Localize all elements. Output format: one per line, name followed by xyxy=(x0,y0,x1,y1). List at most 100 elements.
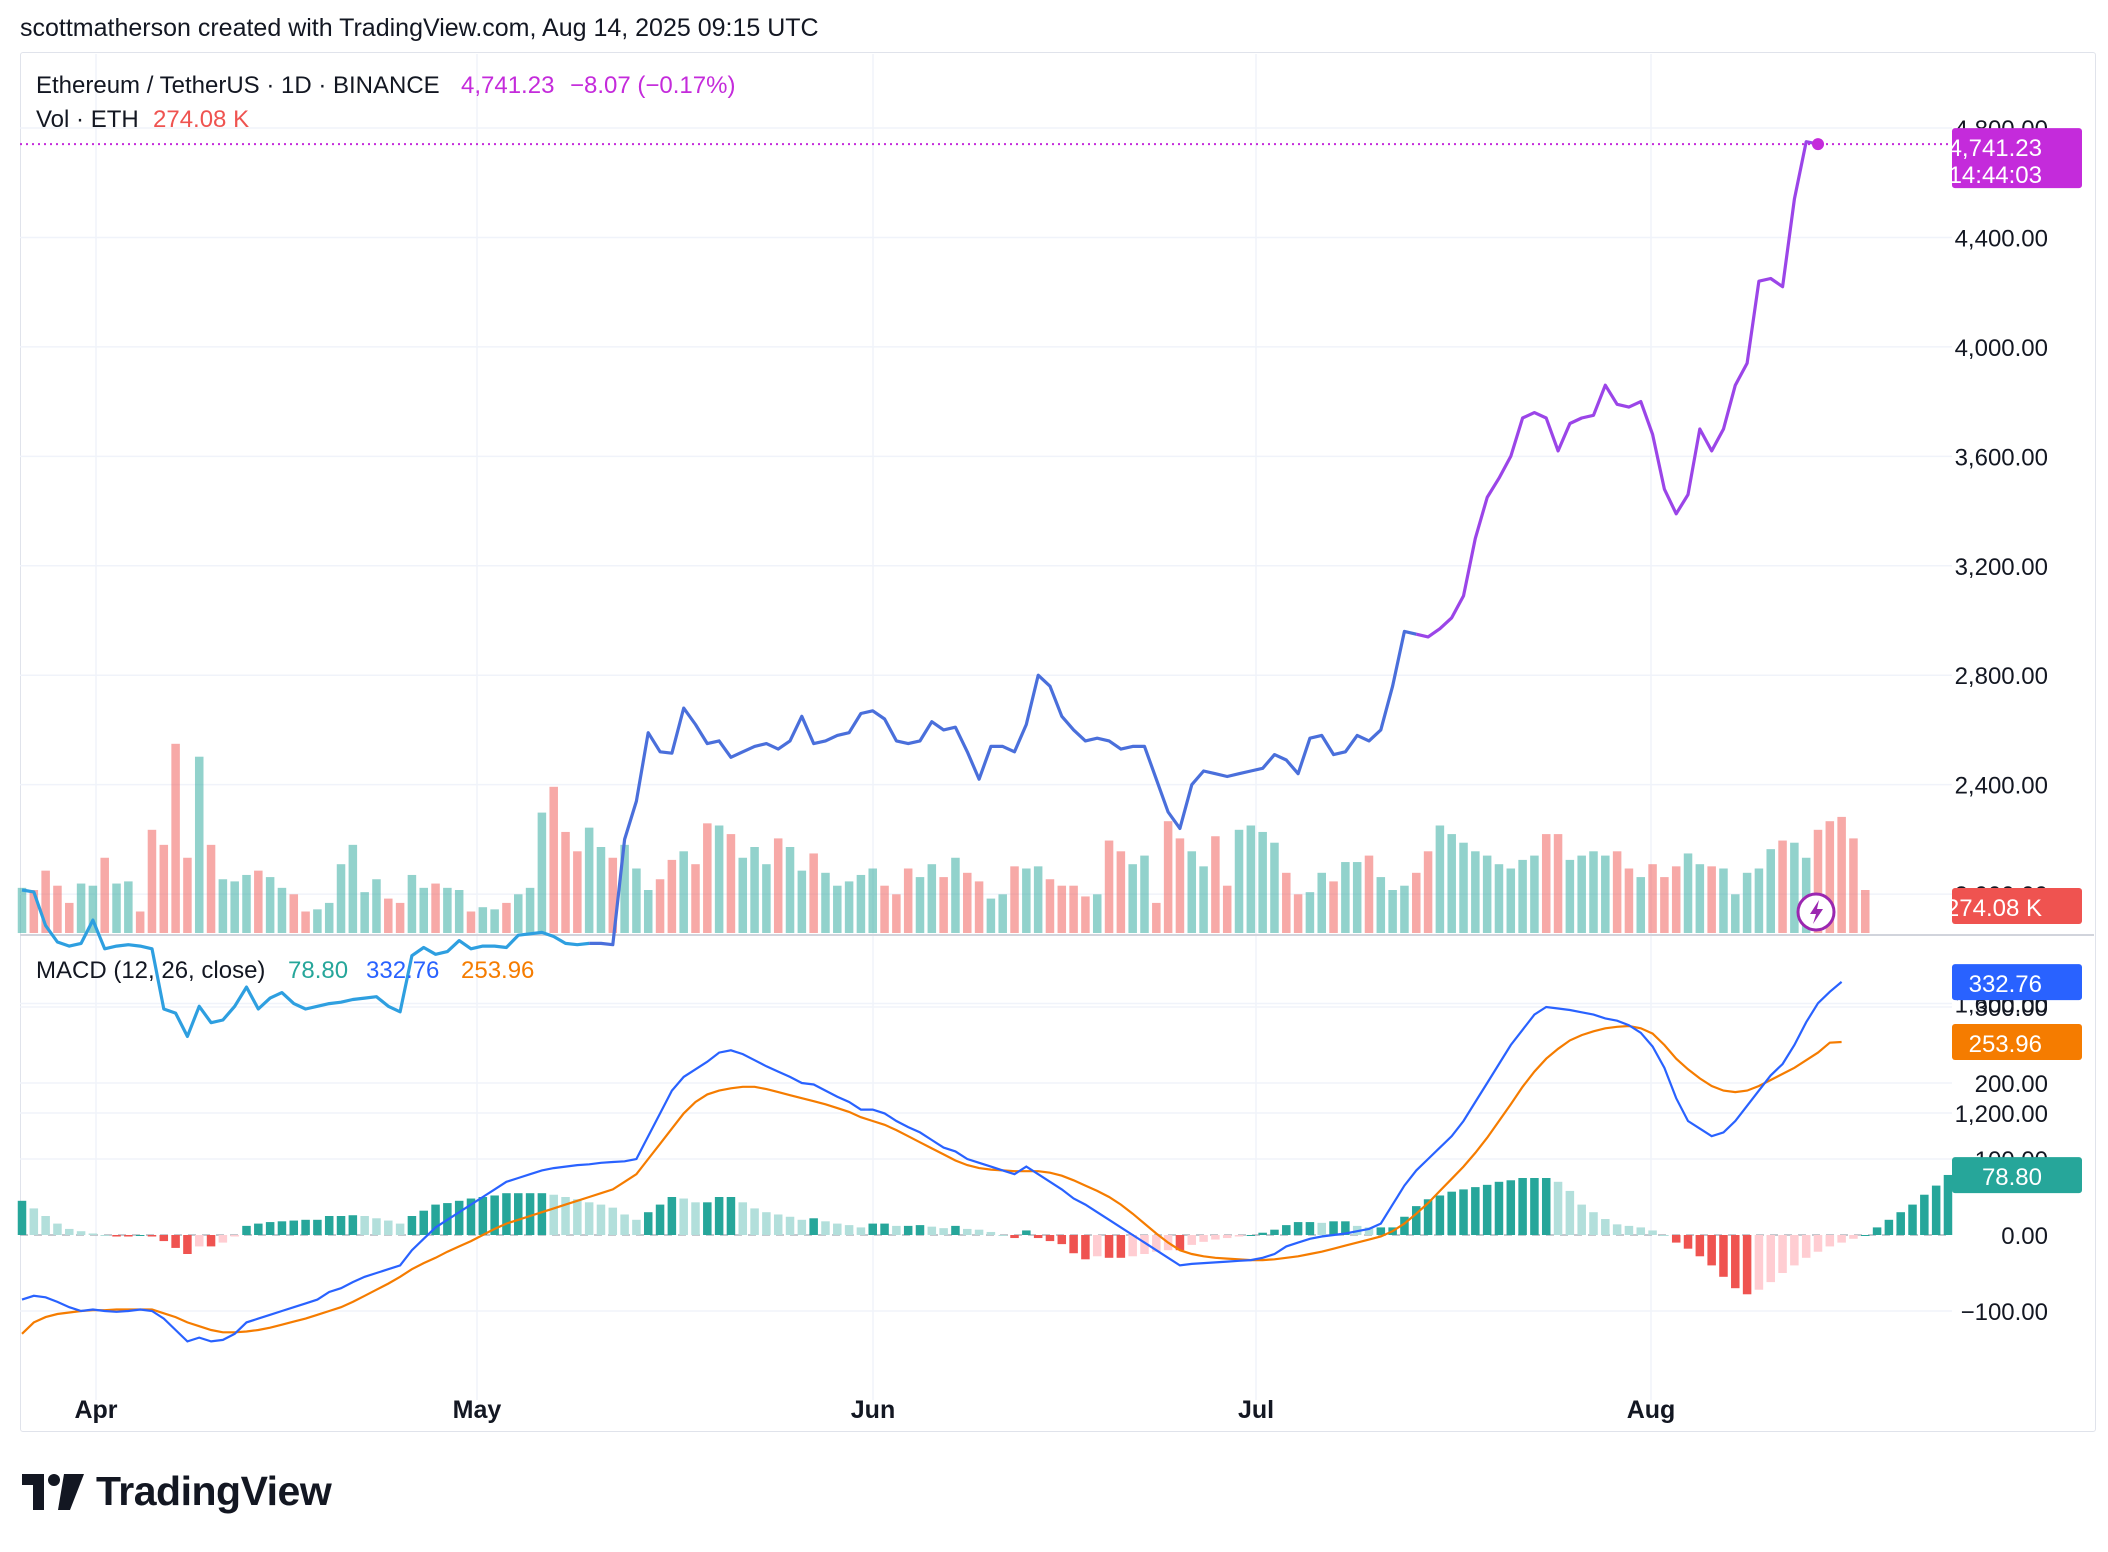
macd-histogram-bar xyxy=(1412,1206,1421,1235)
macd-histogram-bar xyxy=(313,1219,322,1235)
macd-histogram-bar xyxy=(1081,1235,1090,1260)
macd-histogram-bar xyxy=(1152,1235,1161,1252)
volume-bar xyxy=(927,864,937,933)
macd-histogram-bar xyxy=(691,1202,700,1235)
macd-histogram-bar xyxy=(360,1216,369,1235)
macd-histogram-bar xyxy=(1506,1180,1516,1235)
volume-bar xyxy=(1187,851,1197,933)
volume-bar xyxy=(1825,821,1835,933)
volume-bar xyxy=(714,825,724,933)
macd-histogram-bar xyxy=(135,1235,145,1236)
volume-bar xyxy=(478,907,488,933)
macd-histogram-bar xyxy=(1553,1181,1563,1235)
price-axis-label: 1,200.00 xyxy=(1955,1101,2048,1128)
macd-histogram-bar xyxy=(1033,1235,1043,1239)
volume-bar xyxy=(1459,842,1468,933)
price-axis-label: 3,200.00 xyxy=(1955,554,2048,581)
macd-histogram-bar xyxy=(573,1199,582,1235)
time-axis-label: Jun xyxy=(851,1396,895,1424)
macd-histogram-bar xyxy=(159,1235,169,1242)
macd-histogram-bar xyxy=(1057,1235,1067,1245)
volume-bar xyxy=(1364,855,1374,933)
volume-bar xyxy=(1447,834,1456,933)
macd-histogram-bar xyxy=(395,1223,405,1235)
macd-histogram-bar xyxy=(1435,1195,1445,1235)
volume-bar xyxy=(1388,890,1397,933)
volume-bar xyxy=(1152,902,1161,933)
volume-bar xyxy=(1589,851,1598,933)
chart-panel xyxy=(20,52,2096,1432)
time-axis-label: Apr xyxy=(74,1396,117,1424)
macd-histogram-bar xyxy=(1471,1187,1480,1235)
tradingview-logo[interactable]: TradingView xyxy=(22,1468,332,1515)
volume-bar xyxy=(490,909,499,933)
volume-bar xyxy=(1045,879,1055,933)
volume-bar xyxy=(336,864,346,933)
volume-bar xyxy=(963,872,972,933)
volume-bar xyxy=(289,894,299,933)
macd-histogram-bar xyxy=(1577,1204,1586,1235)
volume-bar xyxy=(41,870,50,933)
volume-bar xyxy=(951,857,960,933)
volume-bar xyxy=(1813,829,1823,933)
volume-bar xyxy=(1766,849,1775,933)
macd-histogram-bar xyxy=(289,1220,299,1235)
price-line-segment xyxy=(1415,140,1819,639)
macd-histogram-bar xyxy=(1459,1189,1468,1235)
volume-bar xyxy=(750,847,759,933)
macd-histogram-bar xyxy=(667,1197,677,1235)
macd-histogram-bar xyxy=(809,1218,818,1235)
time-axis-label: Jul xyxy=(1238,1396,1274,1424)
macd-histogram-bar xyxy=(549,1194,558,1235)
macd-histogram-bar xyxy=(1648,1230,1657,1235)
price-axis-label: 3,600.00 xyxy=(1955,444,2048,471)
volume-bar xyxy=(844,881,854,933)
macd-histogram-bar xyxy=(1541,1178,1551,1235)
volume-bar xyxy=(856,874,866,933)
volume-bar xyxy=(1849,838,1858,933)
volume-bar xyxy=(1258,831,1267,933)
macd-histogram-bar xyxy=(1305,1222,1315,1235)
macd-histogram-bar xyxy=(927,1226,937,1235)
volume-bar xyxy=(1565,859,1575,933)
volume-bar xyxy=(632,868,641,933)
alert-icon[interactable] xyxy=(1796,892,1836,932)
macd-histogram-bar xyxy=(856,1227,866,1235)
volume-bar xyxy=(1648,864,1657,933)
volume-bar xyxy=(147,829,157,933)
macd-histogram-bar xyxy=(1683,1235,1693,1249)
macd-histogram-bar xyxy=(1022,1230,1031,1235)
macd-histogram-bar xyxy=(407,1216,417,1235)
macd-histogram-bar xyxy=(1931,1185,1941,1235)
macd-histogram-bar xyxy=(1778,1235,1787,1273)
signal-line xyxy=(21,1024,1842,1335)
macd-tag-text: 332.76 xyxy=(1969,971,2042,998)
volume-bar xyxy=(301,911,310,933)
macd-histogram-bar xyxy=(372,1218,381,1235)
last-price-dot xyxy=(1812,138,1824,151)
volume-bar xyxy=(809,853,818,933)
macd-histogram-bar xyxy=(1329,1221,1338,1235)
volume-bar xyxy=(1423,851,1433,933)
macd-histogram-bar xyxy=(254,1223,263,1235)
macd-histogram-bar xyxy=(974,1229,984,1235)
volume-bar xyxy=(1128,864,1137,933)
macd-histogram-bar xyxy=(1861,1235,1870,1236)
macd-histogram-bar xyxy=(537,1193,547,1235)
volume-bar xyxy=(679,851,688,933)
macd-histogram-bar xyxy=(1140,1235,1149,1254)
macd-histogram-bar xyxy=(478,1197,488,1235)
macd-tag-bg xyxy=(1952,964,2082,1001)
macd-histogram-bar xyxy=(1482,1184,1492,1235)
macd-histogram-bar xyxy=(1494,1181,1504,1235)
volume-bar xyxy=(974,881,984,933)
volume-bar xyxy=(1518,859,1527,933)
volume-bar xyxy=(537,812,547,933)
volume-bar xyxy=(372,879,381,933)
volume-bar xyxy=(998,894,1007,933)
volume-bar xyxy=(691,864,700,933)
volume-bar xyxy=(738,857,748,933)
macd-histogram-bar xyxy=(1447,1191,1456,1235)
volume-bar xyxy=(1541,834,1551,933)
